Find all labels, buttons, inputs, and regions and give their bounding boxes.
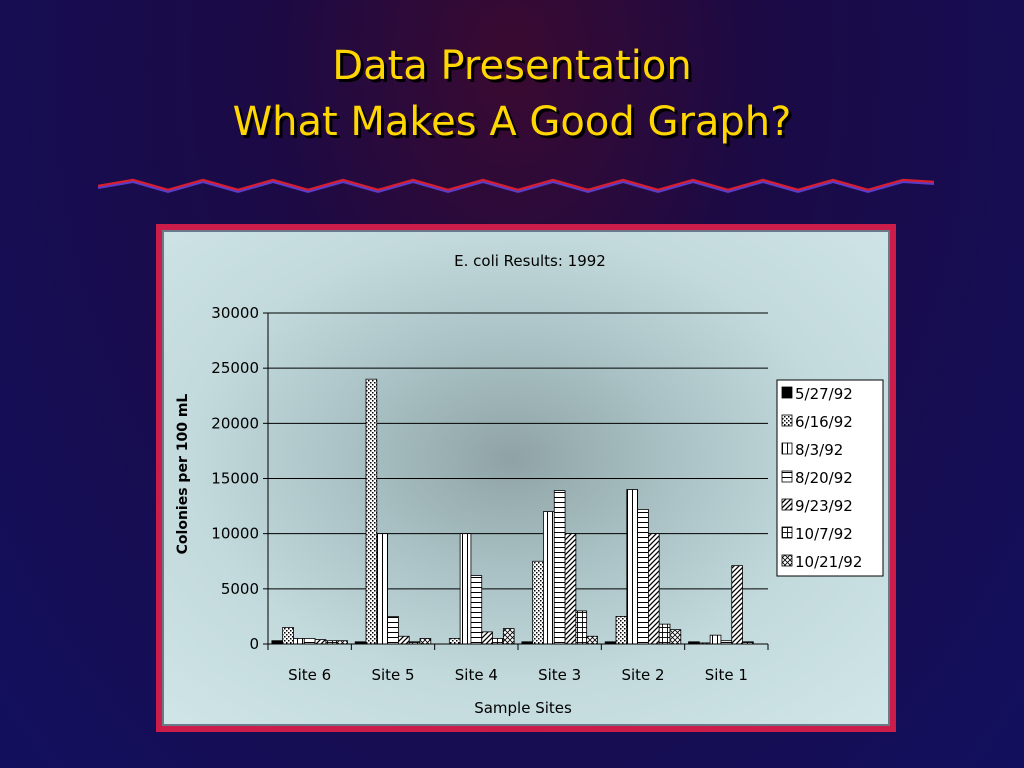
legend-label: 6/16/92: [795, 413, 853, 431]
bar-6-16-92-site-3: [532, 560, 544, 645]
legend-label: 8/20/92: [795, 469, 853, 487]
wavy-divider: [98, 178, 935, 194]
x-axis-label: Sample Sites: [474, 699, 572, 717]
bar-9-23-92-site-5: [397, 635, 410, 645]
legend-swatch: [781, 526, 793, 539]
bar-8-20-92-site-4: [470, 575, 483, 645]
bar-9-23-92-site-1: [731, 565, 743, 645]
bar-10-7-92-site-4: [492, 638, 504, 645]
bar-10-21-92-site-2: [669, 629, 682, 645]
legend-swatch: [781, 442, 793, 455]
y-tick-label: 15000: [211, 470, 259, 488]
legend-swatch: [781, 414, 793, 427]
slide-title-line1: Data Presentation: [332, 43, 692, 89]
bar-8-3-92-site-2: [626, 489, 638, 645]
legend-label: 10/7/92: [795, 525, 853, 543]
bar-10-21-92-site-3: [586, 635, 598, 645]
y-tick-label: 10000: [211, 525, 259, 543]
wavy-divider-red: [98, 178, 935, 192]
bar-6-16-92-site-4: [448, 638, 461, 645]
bar-10-7-92-site-2: [658, 623, 671, 645]
bar-8-3-92-site-6: [293, 638, 305, 645]
legend-swatch: [781, 498, 793, 511]
chart-title: E. coli Results: 1992: [454, 252, 606, 270]
bar-8-3-92-site-3: [543, 511, 555, 645]
legend: 5/27/92 6/16/92 8/3/92 8/20/92 9/23/92 10/7/9…: [776, 379, 884, 577]
bar-6-16-92-site-5: [365, 378, 378, 645]
gridlines: [268, 312, 768, 590]
bar-8-20-92-site-2: [637, 508, 649, 645]
slide-title-line2: What Makes A Good Graph?: [232, 99, 792, 145]
bar-10-21-92-site-4: [502, 628, 515, 645]
bar-6-16-92-site-2: [615, 616, 628, 645]
x-tick-label: Site 5: [371, 666, 414, 684]
legend-label: 8/3/92: [795, 441, 843, 459]
bar-10-21-92-site-5: [419, 638, 432, 645]
bar-10-7-92-site-3: [575, 610, 588, 645]
x-tick-label: Site 3: [538, 666, 581, 684]
y-axis: 0 5000 10000 15000 20000 25000 30000: [211, 304, 269, 653]
legend-swatch: [781, 386, 793, 399]
y-tick-label: 20000: [211, 414, 259, 432]
y-tick-label: 30000: [211, 304, 259, 322]
y-tick-label: 25000: [211, 359, 259, 377]
y-axis-label: Colonies per 100 mL: [175, 394, 191, 555]
bar-8-3-92-site-5: [376, 533, 388, 645]
bar-8-3-92-site-1: [709, 634, 722, 645]
legend-swatch: [781, 554, 793, 567]
x-tick-label: Site 6: [288, 666, 331, 684]
y-tick-label: 5000: [221, 580, 259, 598]
bar-6-16-92-site-6: [282, 627, 294, 645]
x-tick-label: Site 1: [705, 666, 748, 684]
x-tick-label: Site 4: [455, 666, 498, 684]
bar-9-23-92-site-2: [648, 533, 660, 645]
legend-swatch: [781, 470, 793, 483]
bars: [271, 378, 754, 645]
bar-8-20-92-site-5: [387, 616, 399, 645]
bar-9-23-92-site-4: [481, 631, 493, 645]
bar-8-3-92-site-4: [459, 533, 472, 645]
x-axis: Site 6 Site 5 Site 4 Site 3 Site 2 Site 1: [267, 643, 769, 684]
bar-9-23-92-site-3: [564, 533, 577, 645]
y-tick-label: 0: [249, 635, 259, 653]
bar-8-20-92-site-6: [303, 638, 316, 645]
wavy-divider-blue: [98, 180, 935, 194]
legend-label: 9/23/92: [795, 497, 853, 515]
legend-box: [776, 379, 884, 577]
legend-label: 5/27/92: [795, 385, 853, 403]
slide-title: Data Presentation What Makes A Good Grap…: [0, 38, 1024, 150]
bar-8-20-92-site-3: [553, 490, 566, 645]
legend-label: 10/21/92: [795, 553, 862, 571]
x-tick-label: Site 2: [621, 666, 664, 684]
bar-9-23-92-site-6: [314, 639, 327, 645]
